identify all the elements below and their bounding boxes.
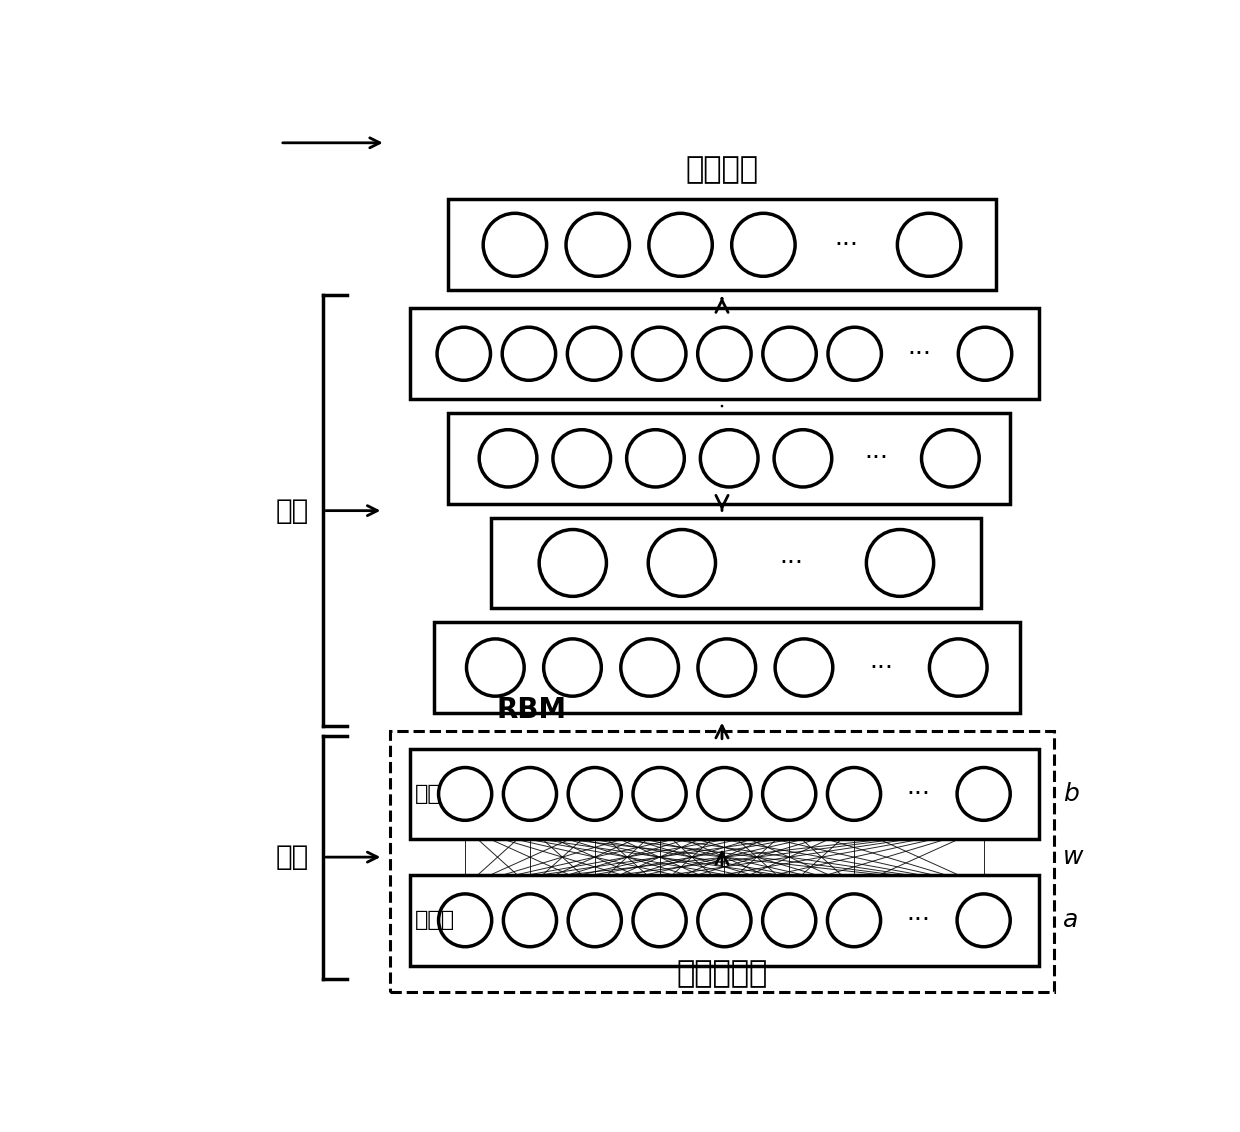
Bar [491,517,982,608]
Ellipse shape [957,767,1011,821]
Ellipse shape [439,894,492,946]
Ellipse shape [921,430,980,487]
Ellipse shape [763,327,816,380]
Ellipse shape [957,894,1011,946]
Ellipse shape [732,213,795,276]
Ellipse shape [827,767,880,821]
Ellipse shape [621,638,678,696]
Ellipse shape [698,327,751,380]
Text: b: b [1063,782,1079,806]
Bar [409,875,1039,966]
Ellipse shape [502,327,556,380]
Ellipse shape [479,430,537,487]
Text: 隐层: 隐层 [414,784,441,804]
Ellipse shape [898,213,961,276]
Text: ···: ··· [864,446,889,471]
Ellipse shape [503,767,557,821]
Ellipse shape [503,894,557,946]
Text: RBM: RBM [496,696,567,724]
Ellipse shape [436,327,491,380]
Ellipse shape [565,213,630,276]
Ellipse shape [626,430,684,487]
Ellipse shape [543,638,601,696]
Ellipse shape [763,767,816,821]
Text: ···: ··· [779,551,804,575]
Ellipse shape [775,638,833,696]
Bar [448,413,1011,504]
Text: ···: ··· [835,233,858,257]
Ellipse shape [632,327,686,380]
Ellipse shape [827,894,880,946]
Ellipse shape [439,767,492,821]
Bar [434,623,1021,713]
Text: ···: ··· [869,655,893,679]
Ellipse shape [568,767,621,821]
Text: ···: ··· [906,908,931,933]
Ellipse shape [698,894,751,946]
Text: 编码: 编码 [275,843,309,872]
Bar [391,731,1054,992]
Text: ···: ··· [906,782,931,806]
Text: 解码: 解码 [275,497,309,524]
Ellipse shape [701,430,758,487]
Ellipse shape [568,894,621,946]
Ellipse shape [774,430,832,487]
Text: w: w [1063,846,1084,869]
Text: 重构结果: 重构结果 [686,155,759,183]
Ellipse shape [466,638,525,696]
Ellipse shape [828,327,882,380]
Ellipse shape [867,530,934,597]
Bar [409,308,1039,400]
Ellipse shape [649,530,715,597]
Ellipse shape [484,213,547,276]
Bar [409,748,1039,839]
Ellipse shape [539,530,606,597]
Text: 训练数据集: 训练数据集 [676,959,768,988]
Ellipse shape [698,767,751,821]
Ellipse shape [632,894,686,946]
Text: a: a [1063,908,1079,933]
Ellipse shape [568,327,621,380]
Bar [448,199,996,290]
Ellipse shape [553,430,610,487]
Ellipse shape [930,638,987,696]
Ellipse shape [632,767,686,821]
Text: ···: ··· [908,342,931,366]
Ellipse shape [649,213,712,276]
Text: 可见层: 可见层 [414,910,455,931]
Ellipse shape [698,638,755,696]
Ellipse shape [763,894,816,946]
Ellipse shape [959,327,1012,380]
